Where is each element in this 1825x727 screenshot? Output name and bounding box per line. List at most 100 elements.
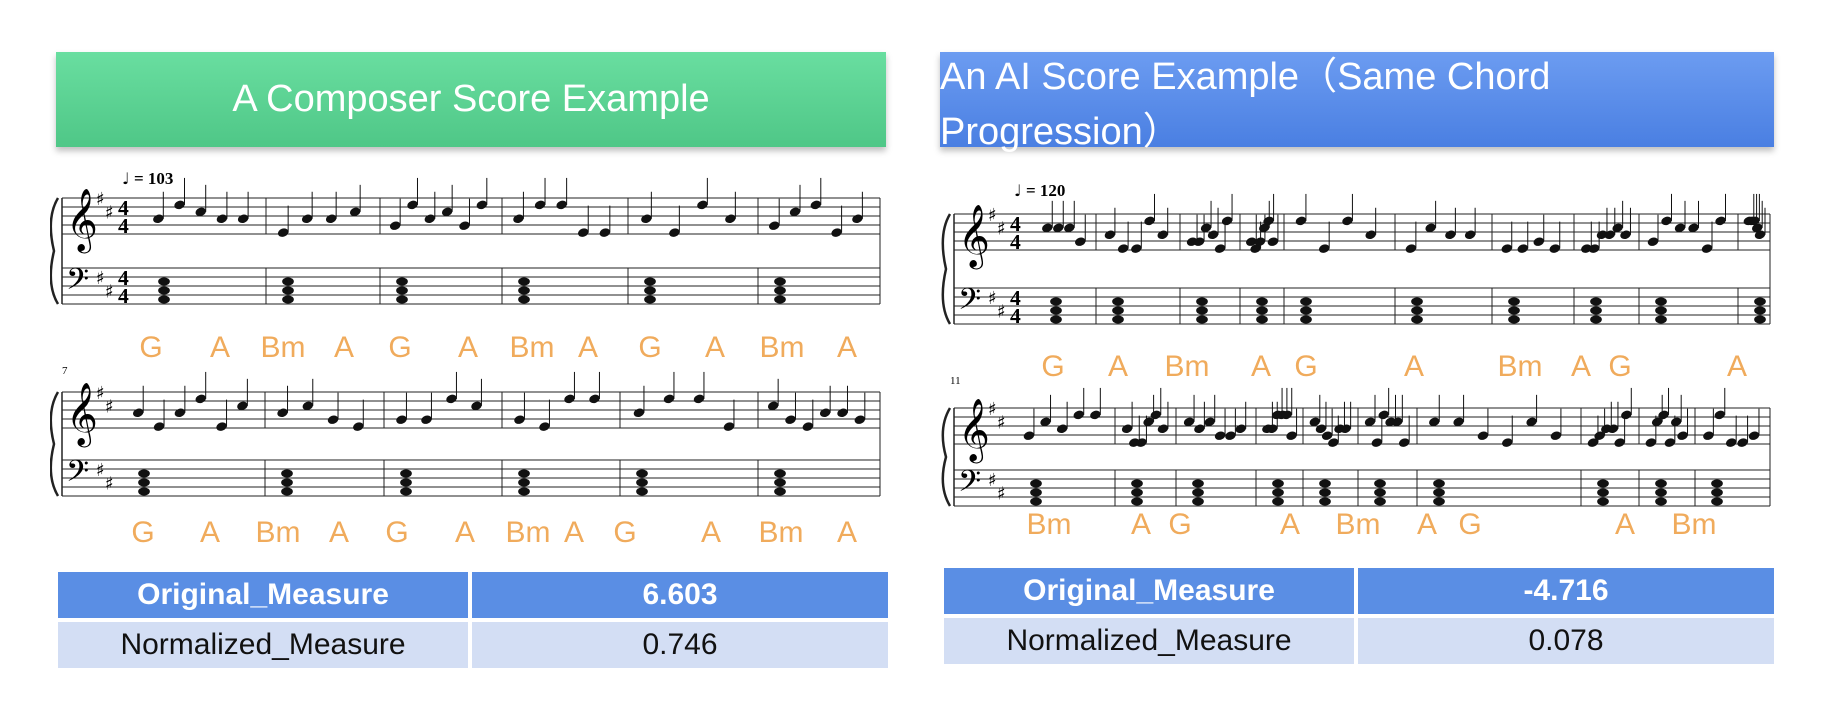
bass-note-head xyxy=(138,487,150,496)
note-head xyxy=(1526,417,1537,427)
note-head xyxy=(810,200,822,210)
note-head xyxy=(1621,410,1632,420)
bass-note-head xyxy=(1256,306,1268,315)
sharp-icon: ♯ xyxy=(96,383,105,404)
note-head xyxy=(1090,410,1101,420)
note-head xyxy=(459,221,470,230)
bass-note-head xyxy=(1131,479,1143,488)
bass-note-head xyxy=(1272,488,1284,497)
note-head xyxy=(1263,216,1274,226)
chord-label: A xyxy=(1131,508,1151,541)
note-head xyxy=(302,401,314,411)
note-head xyxy=(1581,244,1592,253)
note-head xyxy=(1378,410,1389,420)
bass-note-head xyxy=(396,295,408,304)
note-head xyxy=(723,422,735,431)
bass-note-head xyxy=(518,277,530,286)
note-head xyxy=(1131,244,1142,253)
chord-label: G xyxy=(388,331,411,364)
bass-note-head xyxy=(1192,488,1204,497)
brace xyxy=(50,197,60,305)
left-score: ♩ = 103 7 𝄞 𝄢 ♯ ♯ ♯ ♯ 4 4 4 4 𝄞 𝄢 ♯ ♯ ♯ ♯ G A Bm A G A Bm A G A B… xyxy=(50,168,890,548)
bass-note-head xyxy=(1411,315,1423,324)
time-signature: 4 xyxy=(118,284,129,308)
left-normalized-label: Normalized_Measure xyxy=(58,622,468,668)
chord-label: A xyxy=(1571,350,1591,383)
bass-note-head xyxy=(1411,306,1423,315)
bass-note-head xyxy=(158,286,170,295)
sharp-icon: ♯ xyxy=(988,288,997,309)
note-head xyxy=(1315,424,1327,433)
note-head xyxy=(513,214,524,223)
note-head xyxy=(1664,438,1676,447)
note-head xyxy=(539,422,550,431)
note-head xyxy=(641,214,652,223)
note-head xyxy=(1342,216,1353,226)
note-head xyxy=(1651,417,1663,427)
note-head xyxy=(1392,417,1403,427)
note-head xyxy=(1200,223,1212,233)
note-head xyxy=(301,214,313,223)
bass-note-head xyxy=(1597,479,1609,488)
note-head xyxy=(1674,223,1686,233)
note-head xyxy=(174,200,185,210)
note-head xyxy=(1056,424,1068,433)
bass-note-head xyxy=(396,277,408,286)
note-head xyxy=(1318,244,1330,253)
chord-label: A xyxy=(1404,350,1424,383)
bass-note-head xyxy=(1754,297,1766,306)
note-head xyxy=(1053,223,1064,233)
note-head xyxy=(1194,424,1205,433)
chord-label: G xyxy=(1168,508,1191,541)
sharp-icon: ♯ xyxy=(96,189,105,210)
bass-note-head xyxy=(518,469,530,478)
note-head xyxy=(1429,417,1440,427)
brace xyxy=(50,391,60,497)
note-head xyxy=(1533,237,1545,246)
time-signature: 4 xyxy=(1010,230,1021,254)
chord-label: Bm xyxy=(506,516,551,548)
bass-clef-icon: 𝄢 xyxy=(66,455,89,496)
sharp-icon: ♯ xyxy=(96,268,105,289)
bass-note-head xyxy=(396,286,408,295)
note-head xyxy=(854,415,866,424)
bass-note-head xyxy=(774,487,786,496)
chord-label: G xyxy=(385,516,408,548)
note-head xyxy=(1364,417,1376,427)
chord-label: G xyxy=(1041,350,1064,383)
note-head xyxy=(1064,223,1075,233)
chord-label: Bm xyxy=(1027,508,1072,541)
note-head xyxy=(1221,216,1233,226)
note-head xyxy=(1042,223,1053,233)
note-head xyxy=(153,422,165,431)
note-head xyxy=(1714,410,1726,420)
note-head xyxy=(693,394,705,404)
time-signature: 4 xyxy=(118,266,129,290)
bass-note-head xyxy=(774,469,786,478)
table-row: Original_Measure -4.716 xyxy=(944,568,1774,614)
bass-note-head xyxy=(1655,297,1667,306)
treble-clef-icon: 𝄞 xyxy=(958,398,990,464)
bass-note-head xyxy=(138,478,150,487)
note-head xyxy=(1751,223,1763,233)
bass-note-head xyxy=(158,277,170,286)
note-head xyxy=(1321,431,1333,440)
note-head xyxy=(1607,424,1619,433)
bass-note-head xyxy=(1030,488,1042,497)
bass-note-head xyxy=(281,469,293,478)
note-head xyxy=(476,200,488,210)
note-head xyxy=(1703,431,1714,440)
left-tempo-note-icon: ♩ xyxy=(122,169,130,188)
time-signature: 4 xyxy=(118,196,129,220)
bass-note-head xyxy=(518,286,530,295)
bass-note-head xyxy=(1300,306,1312,315)
note-head xyxy=(837,408,848,417)
chord-label: Bm xyxy=(510,331,555,364)
chord-label: A xyxy=(837,516,857,548)
note-head xyxy=(441,207,453,217)
bass-note-head xyxy=(138,469,150,478)
bass-clef-icon: 𝄢 xyxy=(958,283,981,324)
bass-note-head xyxy=(1433,497,1445,506)
chord-label: G xyxy=(1458,508,1481,541)
